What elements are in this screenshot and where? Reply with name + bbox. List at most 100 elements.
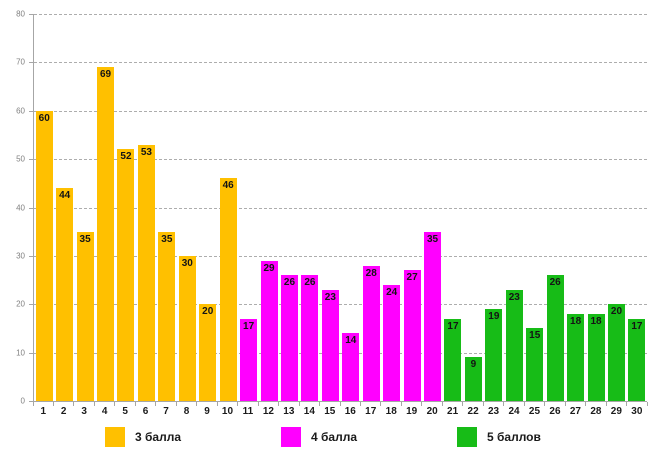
x-tick <box>359 402 361 406</box>
bar-slot: 46 <box>218 14 238 401</box>
bar-15: 23 <box>321 289 339 401</box>
bar-value-label: 23 <box>508 291 520 303</box>
x-label-5: 5 <box>122 406 128 417</box>
legend-swatch-icon <box>281 427 301 447</box>
x-label-18: 18 <box>385 406 397 417</box>
legend-label: 3 балла <box>135 430 182 444</box>
legend-label: 5 баллов <box>487 430 541 444</box>
bar-22: 9 <box>464 357 482 401</box>
bar-slot: 35 <box>422 14 442 401</box>
x-tick <box>544 402 546 406</box>
bar-value-label: 27 <box>406 272 418 284</box>
bar-value-label: 26 <box>304 277 316 289</box>
bar-value-label: 15 <box>529 330 541 342</box>
bar-slot: 9 <box>463 14 483 401</box>
x-label-8: 8 <box>183 406 190 417</box>
bar-4: 69 <box>97 67 115 401</box>
bar-3: 35 <box>76 231 94 401</box>
bar-slot: 23 <box>320 14 340 401</box>
y-tick-label: 50 <box>16 154 25 164</box>
bar-slot: 23 <box>504 14 524 401</box>
x-tick <box>52 402 54 406</box>
bar-value-label: 9 <box>470 359 477 371</box>
x-label-16: 16 <box>344 406 356 417</box>
gridline-y-10 <box>34 352 647 354</box>
y-axis: 0 10 20 30 40 50 60 70 80 <box>0 10 27 406</box>
x-tick <box>155 402 157 406</box>
bar-1: 60 <box>35 110 53 401</box>
x-tick <box>175 402 177 406</box>
bar-value-label: 18 <box>590 315 602 327</box>
x-label-17: 17 <box>365 406 377 417</box>
gridline-y-30 <box>34 255 647 257</box>
y-tick <box>29 14 34 15</box>
bar-slot: 26 <box>300 14 320 401</box>
x-label-30: 30 <box>631 406 643 417</box>
bar-value-label: 53 <box>140 146 152 158</box>
bar-slot: 29 <box>259 14 279 401</box>
legend-item: 4 балла <box>281 427 369 447</box>
bar-value-label: 26 <box>283 277 296 289</box>
bar-slot: 20 <box>606 14 626 401</box>
bar-20: 35 <box>424 231 442 401</box>
y-tick <box>29 110 34 112</box>
y-tick <box>29 62 34 64</box>
gridline-y-70 <box>34 62 647 64</box>
x-label-21: 21 <box>447 406 459 417</box>
x-label-26: 26 <box>549 406 561 417</box>
y-tick-label: 0 <box>20 396 25 406</box>
x-label-29: 29 <box>610 406 622 417</box>
x-label-3: 3 <box>81 406 87 417</box>
bar-slot: 28 <box>361 14 381 401</box>
x-tick <box>441 402 443 406</box>
x-tick <box>93 402 95 406</box>
bar-slot: 17 <box>443 14 463 401</box>
x-tick <box>400 402 402 406</box>
bar-slot: 69 <box>95 14 115 401</box>
y-tick <box>29 352 34 354</box>
bar-10: 46 <box>219 178 237 401</box>
x-label-10: 10 <box>221 406 234 417</box>
x-tick <box>585 402 587 406</box>
y-tick-label: 80 <box>16 9 25 19</box>
bar-value-label: 26 <box>549 277 561 289</box>
x-tick <box>503 402 505 406</box>
bars: 60 44 35 69 52 53 35 30 20 46 17 29 26 26 23 14 28 24 27 35… <box>34 14 647 401</box>
bar-slot: 27 <box>402 14 422 401</box>
bar-16: 14 <box>342 333 360 401</box>
bar-11: 17 <box>240 318 258 401</box>
legend-item: 3 балла <box>105 427 193 447</box>
x-tick <box>257 402 259 406</box>
x-tick <box>319 402 321 406</box>
x-tick <box>421 402 423 406</box>
plot-area: 60 44 35 69 52 53 35 30 20 46 17 29 26 26 23 14 28 24 27 35… <box>29 14 647 402</box>
bar-14: 26 <box>301 275 319 401</box>
bar-9: 20 <box>199 304 217 401</box>
legend-item: 5 баллов <box>457 427 545 447</box>
x-axis: 1 2 3 4 5 6 7 8 9 10 11 12 13 14 15 16 17 18 19 20 21 22 23 24 2… <box>33 406 647 417</box>
x-tick <box>73 402 75 406</box>
legend-swatch-icon <box>457 427 477 447</box>
bar-slot: 15 <box>525 14 545 401</box>
x-label-14: 14 <box>303 406 315 417</box>
bar-2: 44 <box>56 188 74 401</box>
bar-value-label: 23 <box>324 291 336 303</box>
bar-30: 17 <box>628 318 646 401</box>
x-tick <box>482 402 484 406</box>
bar-slot: 44 <box>54 14 74 401</box>
x-tick <box>462 402 464 406</box>
bar-slot: 26 <box>279 14 299 401</box>
x-label-19: 19 <box>406 406 418 417</box>
legend-label: 4 балла <box>311 430 358 444</box>
bar-value-label: 17 <box>243 320 255 332</box>
gridline-y-20 <box>34 304 647 306</box>
x-tick <box>523 402 525 406</box>
gridline-y-40 <box>34 207 647 209</box>
x-label-15: 15 <box>324 406 336 417</box>
x-label-27: 27 <box>569 406 581 417</box>
bar-value-label: 18 <box>570 315 582 327</box>
bar-value-label: 35 <box>426 233 439 245</box>
x-tick <box>237 402 239 406</box>
bar-slot: 20 <box>198 14 218 401</box>
bar-slot: 30 <box>177 14 197 401</box>
